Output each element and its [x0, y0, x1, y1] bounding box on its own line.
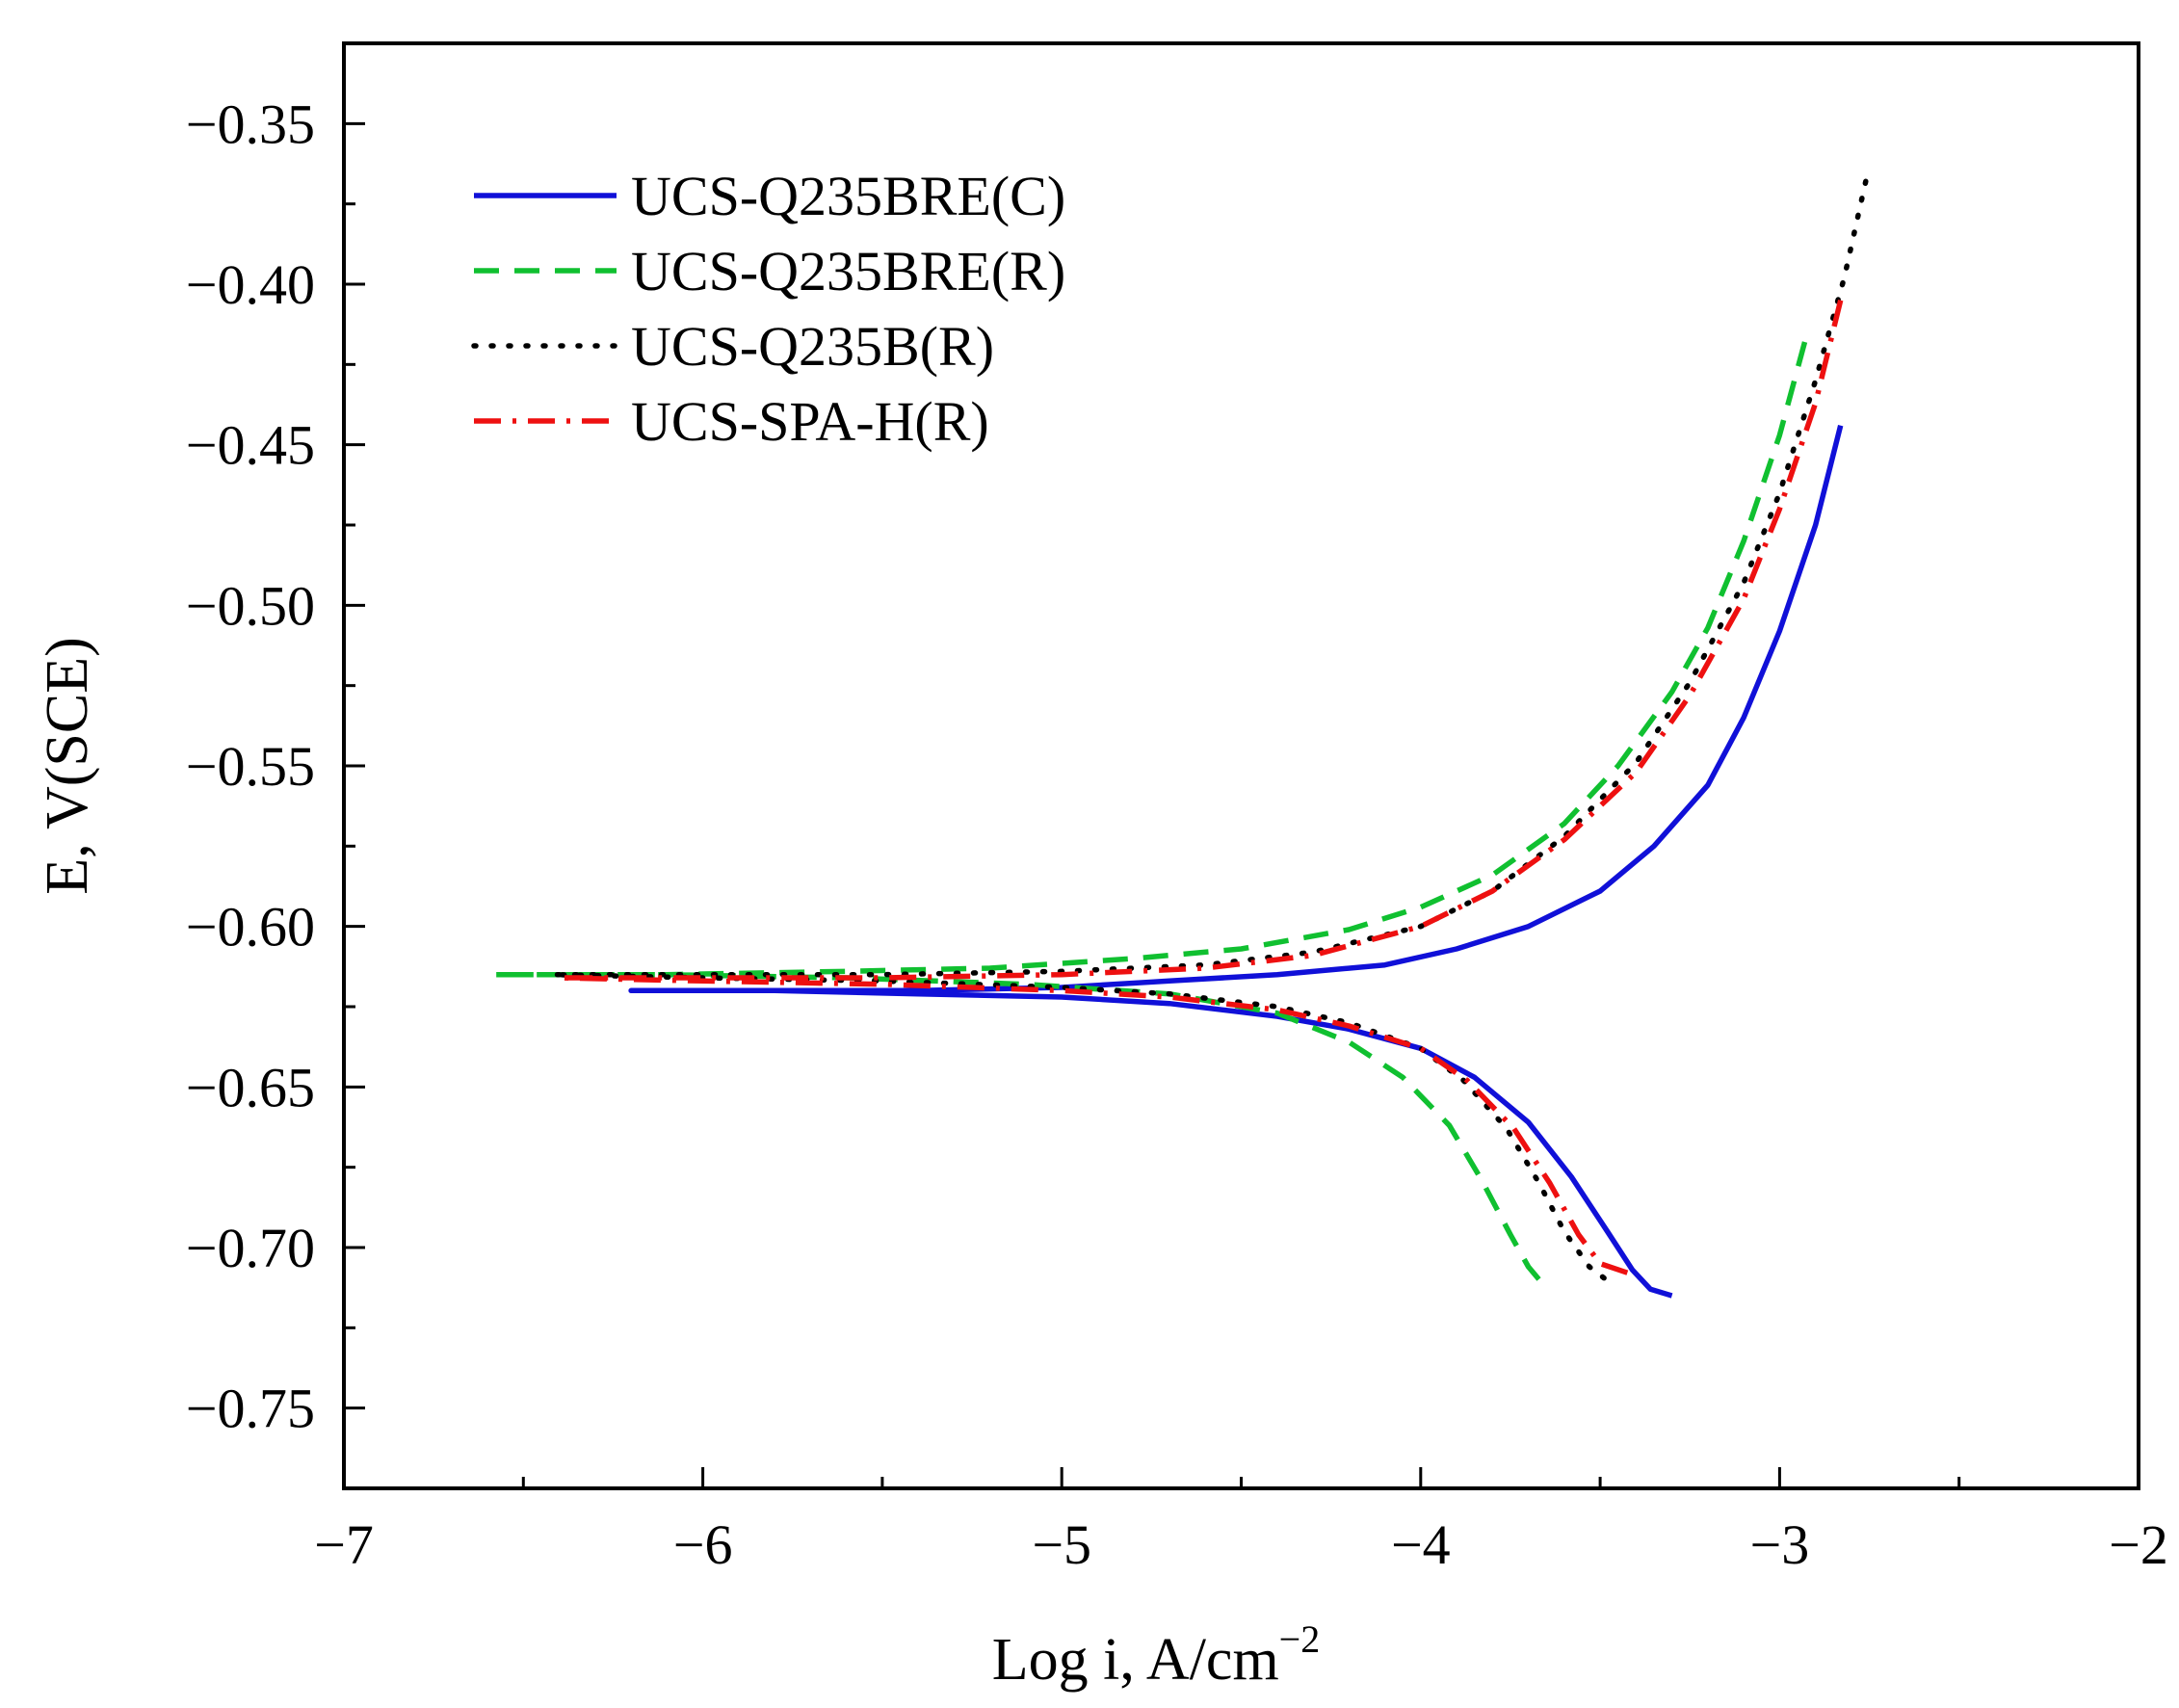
series-line-ucs-q235bre-c	[628, 425, 1844, 1299]
x-tick-label: −6	[673, 1513, 733, 1576]
x-tick-label: −2	[2109, 1513, 2168, 1576]
series-line-ucs-q235bre-r	[491, 341, 1808, 1282]
x-axis-title: Log i, A/cm−2	[992, 1617, 1320, 1693]
x-tick-label: −5	[1032, 1513, 1091, 1576]
y-tick-label: −0.60	[186, 896, 315, 959]
y-tick-label: −0.40	[186, 253, 315, 316]
y-tick-label: −0.55	[186, 735, 315, 798]
y-tick-label: −0.70	[186, 1217, 315, 1279]
legend-label: UCS-SPA-H(R)	[631, 390, 989, 453]
x-tick-label: −7	[314, 1513, 374, 1576]
y-tick-label: −0.45	[186, 414, 315, 477]
y-tick-label: −0.50	[186, 574, 315, 637]
y-tick-label: −0.65	[186, 1056, 315, 1118]
series-line-ucs-spa-h-r	[556, 300, 1844, 1276]
legend-label: UCS-Q235BRE(C)	[631, 165, 1065, 227]
x-tick-label: −3	[1750, 1513, 1810, 1576]
y-tick-label: −0.35	[186, 92, 315, 155]
x-axis-title-superscript: −2	[1279, 1617, 1321, 1661]
y-tick-label: −0.75	[186, 1378, 315, 1440]
legend-label: UCS-Q235B(R)	[631, 315, 994, 378]
x-tick-label: −4	[1391, 1513, 1451, 1576]
axes-layer: −7 −6 −5 −4 −3 −2 −0.35 −0.40 −0.45 −0.50 −0.55 −0.…	[186, 92, 2168, 1576]
x-axis-title-main: Log i, A/cm	[992, 1627, 1279, 1693]
legend-label: UCS-Q235BRE(R)	[631, 240, 1065, 302]
series-layer	[491, 178, 1869, 1299]
legend: UCS-Q235BRE(C) UCS-Q235BRE(R) UCS-Q235B(R)…	[471, 165, 1065, 453]
y-axis-title: E, V(SCE)	[35, 637, 100, 895]
